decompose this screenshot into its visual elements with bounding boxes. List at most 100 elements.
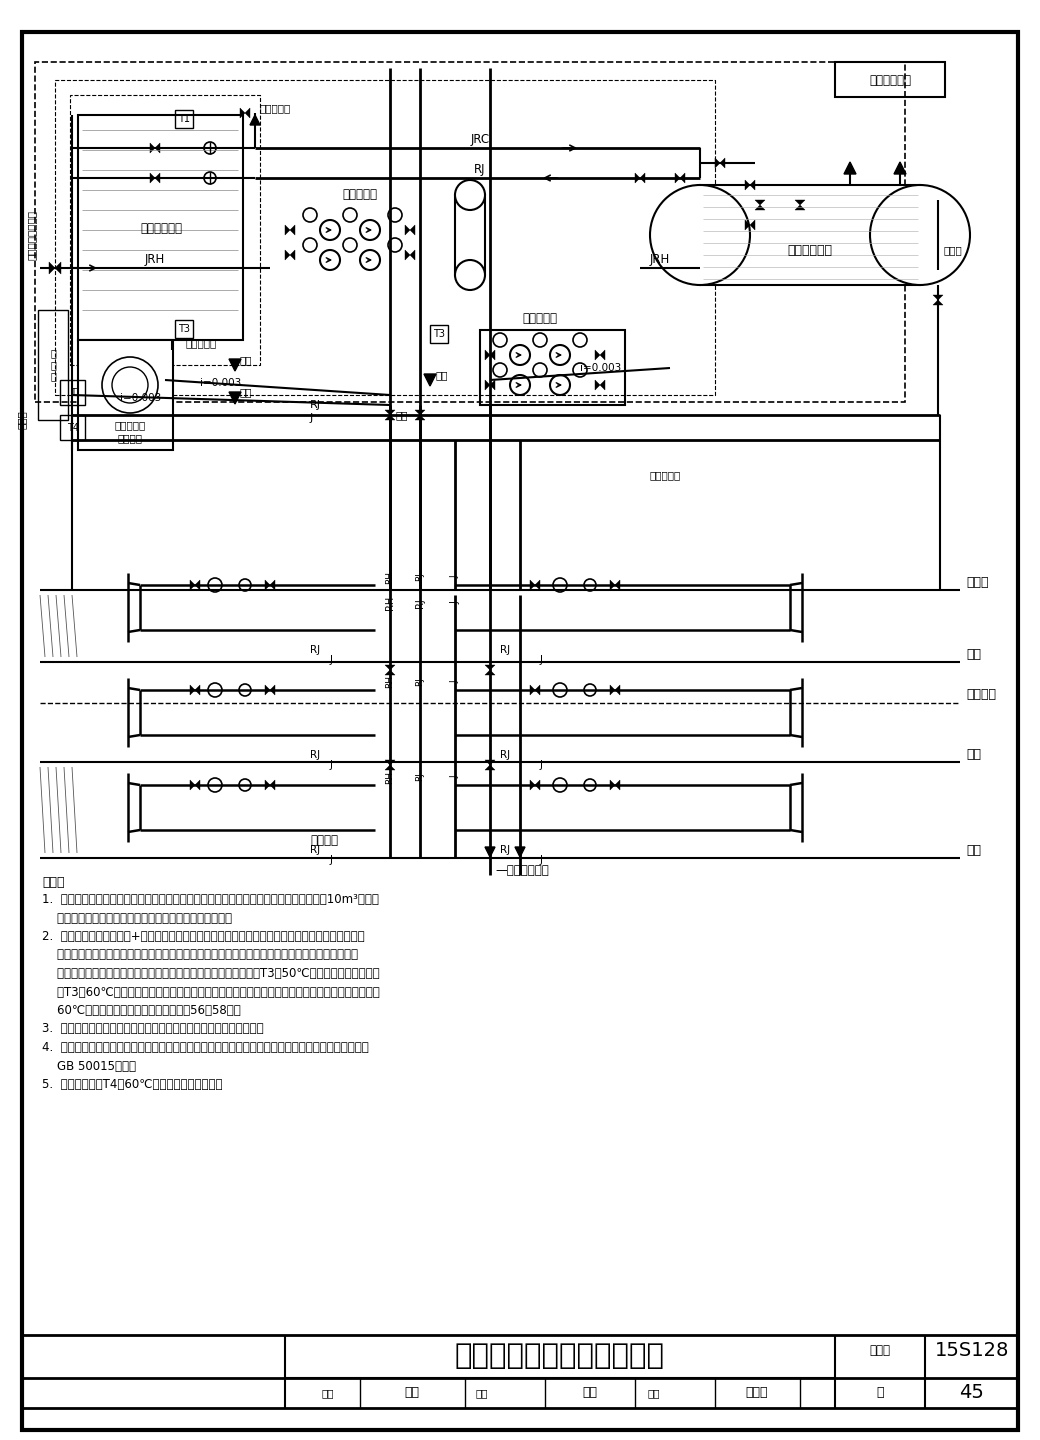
Polygon shape (270, 780, 275, 791)
Circle shape (510, 374, 530, 395)
Text: 排至安全处: 排至安全处 (650, 469, 681, 480)
Polygon shape (55, 262, 61, 274)
Text: RH: RH (386, 570, 394, 583)
Circle shape (573, 333, 587, 347)
Text: 15S128: 15S128 (935, 1341, 1009, 1359)
Text: 集热器与储热水罐之间采用温差控制的强制循环方式，不断把储热水罐的水加热，作为预热水储存: 集热器与储热水罐之间采用温差控制的强制循环方式，不断把储热水罐的水加热，作为预热… (42, 949, 358, 962)
Text: 中央控制中心: 中央控制中心 (869, 73, 911, 86)
Text: 排至安全处: 排至安全处 (185, 338, 216, 348)
Polygon shape (485, 765, 495, 770)
Polygon shape (745, 180, 750, 190)
Circle shape (534, 333, 547, 347)
Circle shape (456, 180, 485, 210)
Circle shape (102, 357, 158, 413)
Polygon shape (675, 173, 680, 183)
Circle shape (204, 143, 216, 154)
Circle shape (204, 171, 216, 184)
Polygon shape (750, 220, 755, 230)
Polygon shape (290, 225, 295, 235)
Polygon shape (490, 380, 495, 390)
Text: T: T (70, 387, 76, 397)
Polygon shape (385, 415, 395, 420)
Polygon shape (640, 173, 645, 183)
Text: JRH: JRH (145, 253, 165, 266)
Polygon shape (49, 262, 55, 274)
Polygon shape (285, 225, 290, 235)
Bar (700, 184, 920, 285)
Polygon shape (716, 158, 720, 168)
Polygon shape (385, 670, 395, 675)
Circle shape (239, 579, 251, 590)
Text: 有可靠物业管理、供水管路集中的单栋多层住宅类建筑。: 有可靠物业管理、供水管路集中的单栋多层住宅类建筑。 (42, 912, 232, 924)
Text: J: J (330, 655, 333, 665)
Circle shape (208, 683, 222, 697)
Circle shape (112, 367, 148, 403)
Text: 屋顶层: 屋顶层 (966, 576, 988, 589)
Text: RJ: RJ (310, 750, 320, 760)
Circle shape (343, 207, 357, 222)
Polygon shape (196, 580, 200, 590)
Text: 泄水: 泄水 (395, 410, 408, 420)
Polygon shape (485, 847, 495, 857)
Circle shape (553, 683, 567, 697)
Bar (175, 320, 193, 338)
Polygon shape (196, 780, 200, 791)
Text: GB 50015要求。: GB 50015要求。 (42, 1060, 136, 1073)
Polygon shape (190, 580, 196, 590)
Polygon shape (485, 380, 490, 390)
Polygon shape (190, 780, 196, 791)
Text: 页: 页 (877, 1387, 884, 1400)
Circle shape (239, 779, 251, 791)
Text: 4.  在热水供水管或回水管上设置消灭致病菌的消毒设施，保证出水水质满足《建筑给水排水设计规范》: 4. 在热水供水管或回水管上设置消灭致病菌的消毒设施，保证出水水质满足《建筑给水… (42, 1041, 369, 1054)
Text: RJ: RJ (500, 845, 511, 855)
Polygon shape (610, 580, 615, 590)
Polygon shape (150, 173, 155, 183)
Polygon shape (229, 392, 241, 405)
Polygon shape (490, 350, 495, 360)
Text: 3.  本系统的优点在于减少辅助热源的用量，最大限度地利用太阳能。: 3. 本系统的优点在于减少辅助热源的用量，最大限度地利用太阳能。 (42, 1022, 263, 1035)
Text: RJ: RJ (310, 645, 320, 655)
Bar (430, 325, 448, 343)
Polygon shape (485, 670, 495, 675)
Text: RJ: RJ (415, 598, 425, 608)
Text: i=0.003: i=0.003 (580, 363, 621, 373)
Text: J: J (330, 855, 333, 865)
Text: 45: 45 (960, 1384, 985, 1403)
Text: JRH: JRH (650, 253, 670, 266)
Circle shape (320, 220, 340, 240)
Polygon shape (405, 251, 410, 261)
Polygon shape (894, 161, 906, 174)
Text: RH: RH (386, 675, 394, 688)
Bar (70, 95, 260, 364)
Polygon shape (285, 251, 290, 261)
Polygon shape (410, 251, 415, 261)
Bar (78, 340, 173, 449)
Bar (480, 330, 625, 405)
Bar (456, 194, 485, 275)
Polygon shape (795, 204, 805, 210)
Text: 于水罐中。供水时，热水由储热水罐顶入燃气快速式水加热器。当T3＜50℃时，则加热装置启动；: 于水罐中。供水时，热水由储热水罐顶入燃气快速式水加热器。当T3＜50℃时，则加热… (42, 968, 380, 981)
Bar (60, 380, 85, 405)
Polygon shape (385, 765, 395, 770)
Polygon shape (270, 580, 275, 590)
Text: RJ: RJ (310, 400, 321, 410)
Text: i=0.003: i=0.003 (200, 377, 241, 387)
Polygon shape (844, 161, 856, 174)
Text: 设计: 设计 (648, 1388, 660, 1398)
Text: —冷水供水总管: —冷水供水总管 (495, 864, 549, 877)
Text: J: J (540, 655, 543, 665)
Text: RJ: RJ (416, 678, 424, 687)
Text: J: J (310, 413, 313, 423)
Polygon shape (240, 108, 245, 118)
Text: 六层: 六层 (966, 648, 981, 661)
Text: 温控阀: 温控阀 (17, 410, 27, 429)
Text: J: J (450, 602, 460, 605)
Polygon shape (610, 685, 615, 696)
Polygon shape (270, 685, 275, 696)
Polygon shape (265, 780, 270, 791)
Text: 王岩松: 王岩松 (746, 1387, 769, 1400)
Text: 太阳能恒温混水阀: 太阳能恒温混水阀 (27, 210, 37, 261)
Polygon shape (530, 685, 535, 696)
Circle shape (239, 684, 251, 696)
Text: 温
控
器: 温 控 器 (50, 348, 56, 382)
